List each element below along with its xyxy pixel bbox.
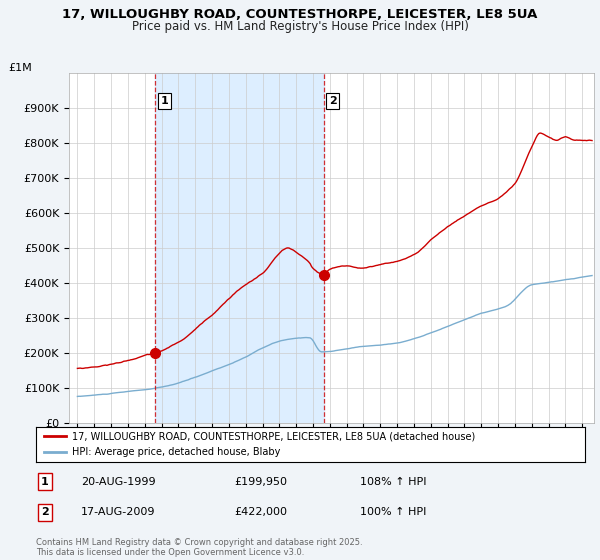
Text: £199,950: £199,950	[234, 477, 287, 487]
Text: 2: 2	[41, 507, 49, 517]
Text: 17-AUG-2009: 17-AUG-2009	[81, 507, 155, 517]
Text: Price paid vs. HM Land Registry's House Price Index (HPI): Price paid vs. HM Land Registry's House …	[131, 20, 469, 32]
Text: Contains HM Land Registry data © Crown copyright and database right 2025.
This d: Contains HM Land Registry data © Crown c…	[36, 538, 362, 557]
Text: HPI: Average price, detached house, Blaby: HPI: Average price, detached house, Blab…	[71, 447, 280, 458]
Text: 108% ↑ HPI: 108% ↑ HPI	[360, 477, 427, 487]
Text: 17, WILLOUGHBY ROAD, COUNTESTHORPE, LEICESTER, LE8 5UA (detached house): 17, WILLOUGHBY ROAD, COUNTESTHORPE, LEIC…	[71, 431, 475, 441]
Text: £422,000: £422,000	[234, 507, 287, 517]
Text: £1M: £1M	[8, 63, 32, 73]
Text: 1: 1	[41, 477, 49, 487]
Bar	[155, 73, 324, 423]
Text: 2: 2	[329, 96, 337, 106]
Text: 20-AUG-1999: 20-AUG-1999	[81, 477, 155, 487]
Text: 1: 1	[161, 96, 168, 106]
Text: 17, WILLOUGHBY ROAD, COUNTESTHORPE, LEICESTER, LE8 5UA: 17, WILLOUGHBY ROAD, COUNTESTHORPE, LEIC…	[62, 8, 538, 21]
Text: 100% ↑ HPI: 100% ↑ HPI	[360, 507, 427, 517]
